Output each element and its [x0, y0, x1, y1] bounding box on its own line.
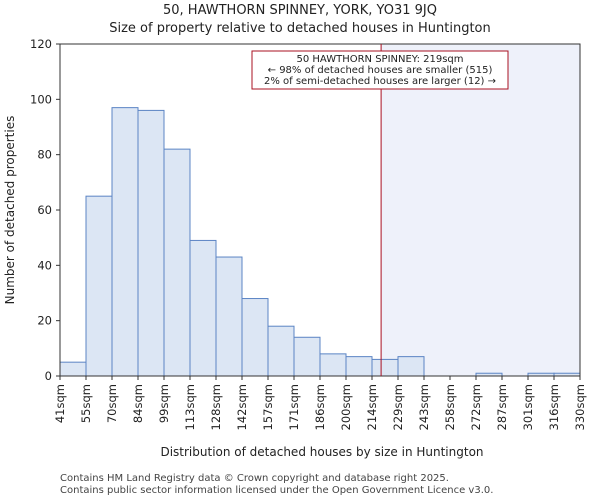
y-tick-label: 120 — [30, 37, 52, 51]
y-tick-label: 80 — [37, 148, 52, 162]
x-tick-label: 99sqm — [157, 384, 171, 423]
highlight-region — [381, 44, 580, 376]
annotation-line-3: 2% of semi-detached houses are larger (1… — [264, 76, 496, 87]
chart-subtitle: Size of property relative to detached ho… — [109, 21, 491, 36]
y-tick-label: 0 — [45, 369, 52, 383]
x-tick-label: 243sqm — [417, 384, 431, 430]
footer-line-1: Contains HM Land Registry data © Crown c… — [60, 473, 449, 484]
x-tick-label: 229sqm — [391, 384, 405, 430]
bar — [215, 256, 243, 377]
y-tick-label: 60 — [37, 203, 52, 217]
bar — [241, 298, 269, 377]
x-tick-label: 113sqm — [183, 384, 197, 430]
bar — [137, 109, 165, 377]
bar — [293, 336, 321, 377]
x-axis-label: Distribution of detached houses by size … — [160, 445, 483, 459]
x-tick-label: 84sqm — [131, 384, 145, 423]
bar — [267, 325, 295, 377]
annotation-line-1: 50 HAWTHORN SPINNEY: 219sqm — [296, 54, 463, 65]
bar — [163, 148, 191, 377]
x-tick-label: 287sqm — [495, 384, 509, 430]
x-tick-label: 41sqm — [53, 384, 67, 423]
bar — [371, 358, 399, 377]
y-axis-label: Number of detached properties — [3, 116, 17, 305]
x-tick-label: 171sqm — [287, 384, 301, 430]
footer-line-2: Contains public sector information licen… — [60, 485, 493, 496]
annotation-box — [251, 50, 509, 90]
x-tick-label: 55sqm — [79, 384, 93, 423]
chart-title: 50, HAWTHORN SPINNEY, YORK, YO31 9JQ — [163, 3, 437, 18]
bar — [397, 356, 425, 377]
bar — [85, 195, 113, 377]
plot-area: 0 20 40 60 80 100 120 41sqm 55sqm 70sqm 84sqm 99sqm… — [30, 37, 587, 430]
x-tick-label: 200sqm — [339, 384, 353, 430]
x-tick-label: 258sqm — [443, 384, 457, 430]
x-tick-label: 186sqm — [313, 384, 327, 430]
bar — [189, 239, 217, 377]
x-tick-label: 128sqm — [209, 384, 223, 430]
x-tick-label: 142sqm — [235, 384, 249, 430]
x-tick-label: 316sqm — [547, 384, 561, 430]
x-tick-label: 272sqm — [469, 384, 483, 430]
bar — [345, 356, 373, 377]
y-tick-label: 20 — [37, 314, 52, 328]
y-tick-label: 40 — [37, 258, 52, 272]
x-tick-label: 157sqm — [261, 384, 275, 430]
bar — [59, 361, 87, 377]
x-tick-label: 330sqm — [573, 384, 587, 430]
y-tick-label: 100 — [30, 92, 52, 106]
x-tick-label: 301sqm — [521, 384, 535, 430]
bar — [319, 353, 347, 377]
annotation-line-2: ← 98% of detached houses are smaller (51… — [268, 65, 493, 76]
x-tick-label: 70sqm — [105, 384, 119, 423]
bar — [111, 107, 139, 377]
x-tick-label: 214sqm — [365, 384, 379, 430]
